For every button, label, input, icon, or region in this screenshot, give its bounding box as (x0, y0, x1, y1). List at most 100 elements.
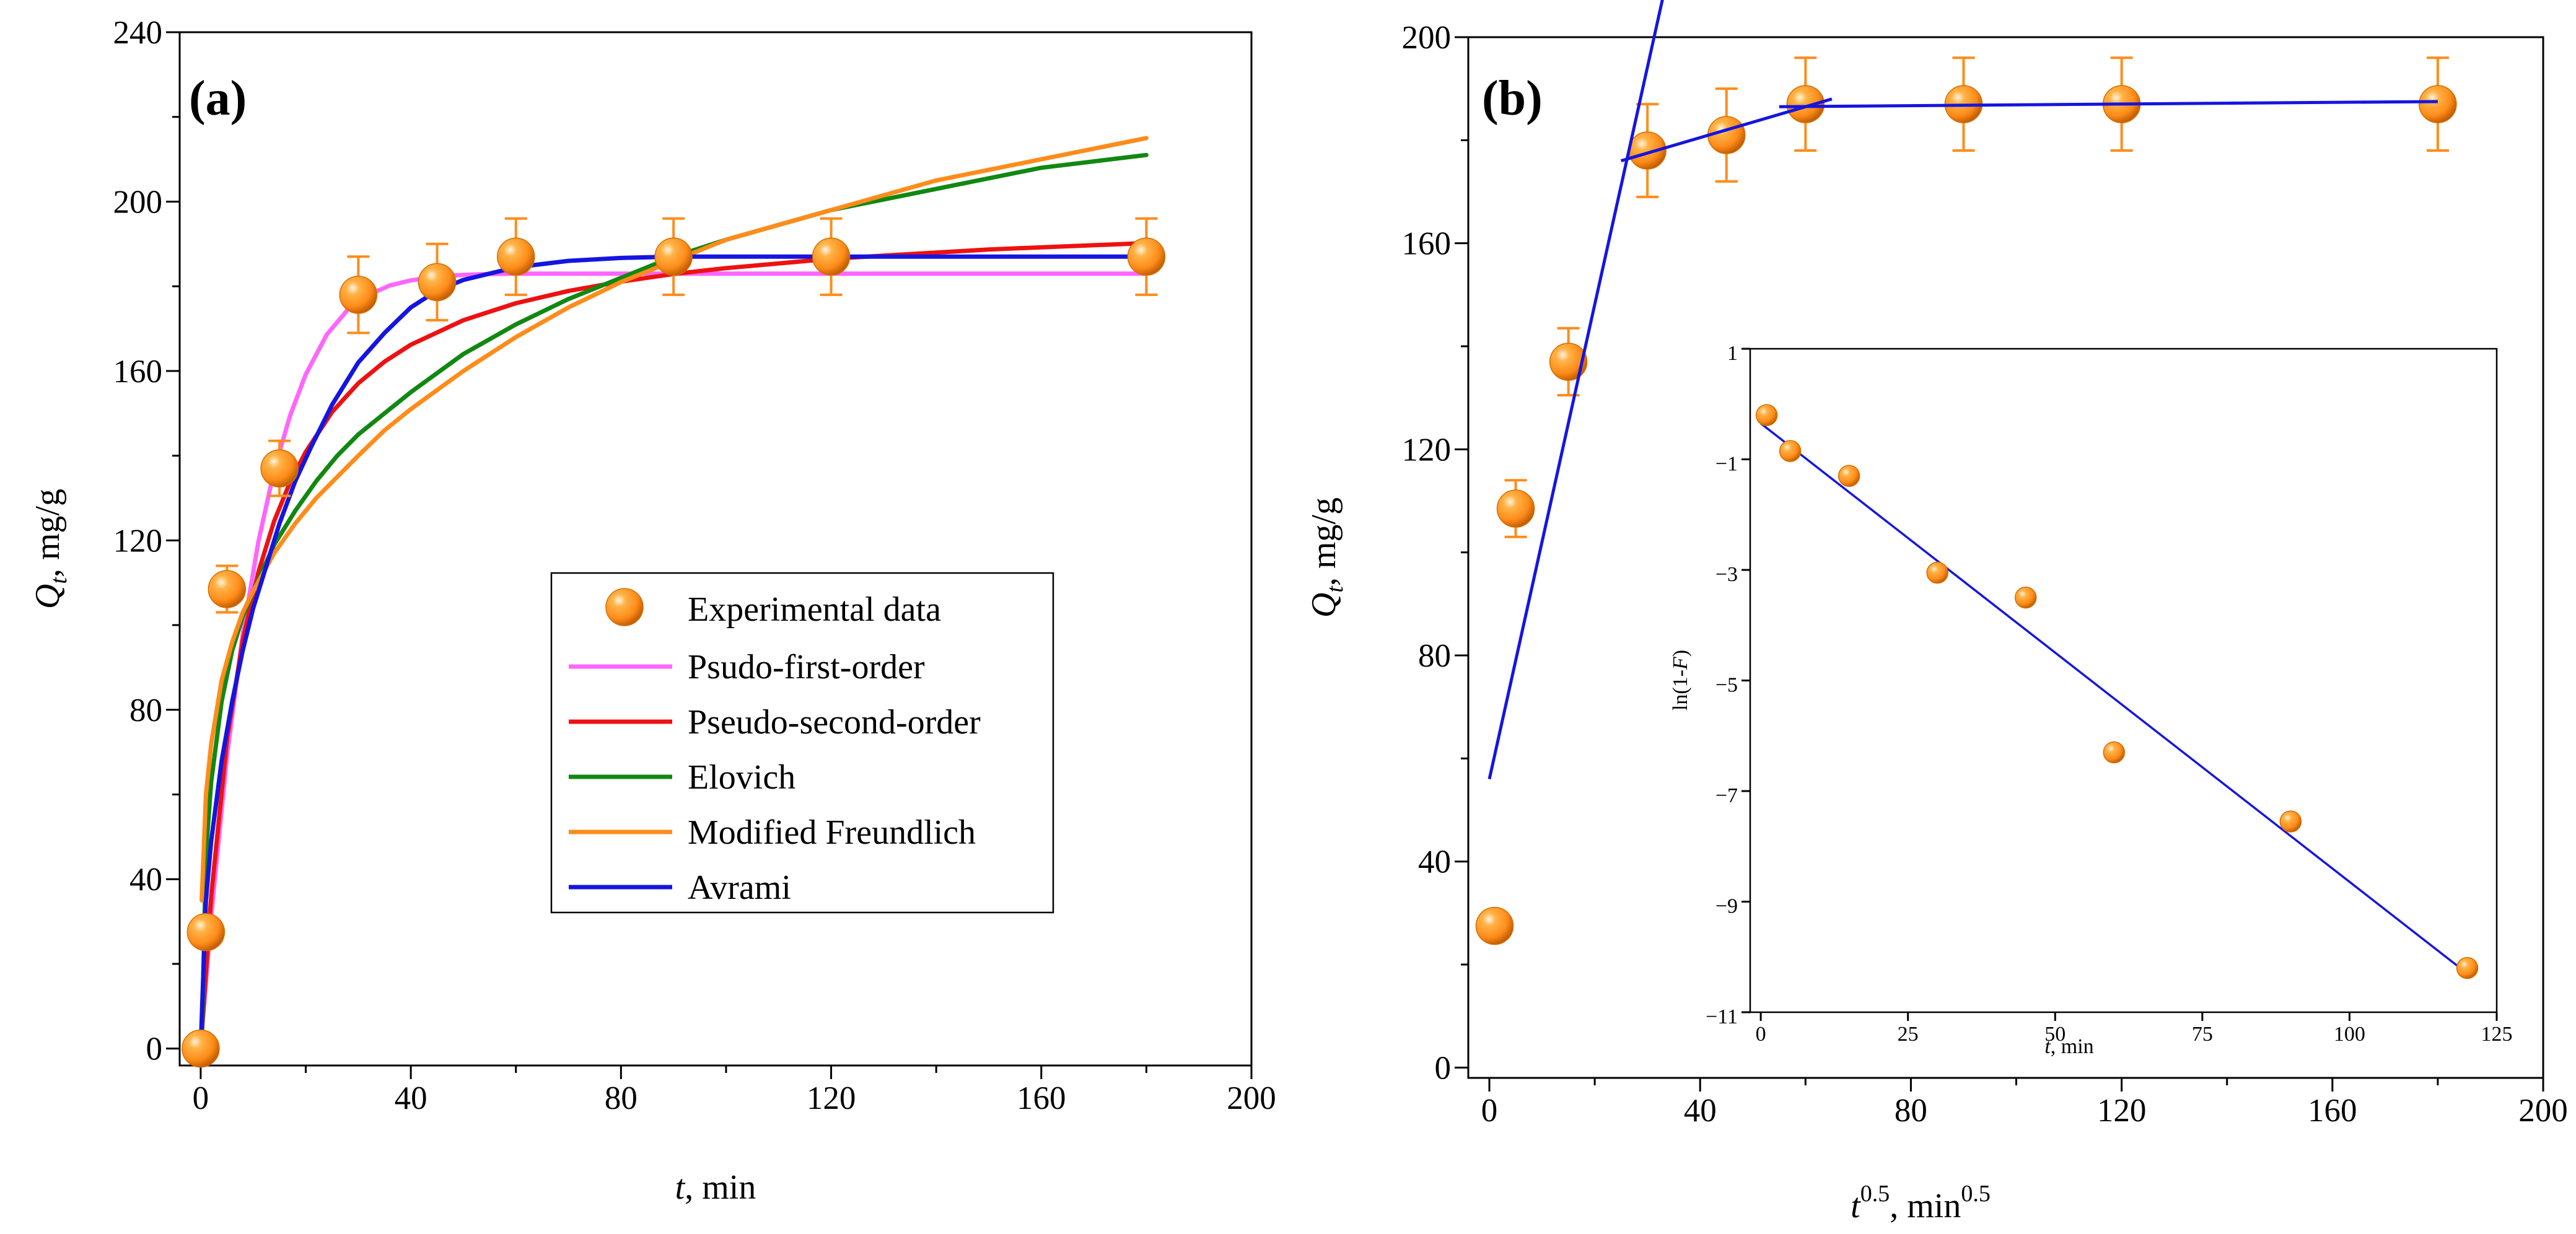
legend-box (550, 572, 1054, 914)
fit-line-segment (1620, 97, 1833, 163)
legend-entry: Avrami (569, 869, 791, 907)
y-tick-label: 0 (1435, 1050, 1452, 1086)
x-tick-label: 200 (2518, 1093, 2568, 1129)
curve-pseudo-second-order (198, 240, 1149, 1051)
x-tick-label: 0 (1756, 1023, 1766, 1046)
experimental-point (812, 237, 851, 276)
y-tick-label: −1 (1715, 453, 1738, 476)
legend-experimental-label: Experimental data (688, 590, 941, 629)
curve-avrami (198, 254, 1149, 1051)
inset-point (2014, 586, 2037, 609)
legend-marker (605, 588, 644, 626)
y-tick-label: 200 (1402, 20, 1452, 56)
y-tick-label: 120 (1402, 432, 1452, 468)
inset-y-ticks: −11−9−7−5−3−11 (1706, 342, 1750, 1028)
experimental-point (654, 237, 693, 276)
inset-y-axis-label: ln(1-F) (1669, 650, 1692, 711)
x-tick-label: 40 (395, 1080, 427, 1116)
experimental-point (1127, 237, 1166, 276)
panel-a-legend: Experimental data Psudo-first-order Pseud… (550, 572, 1054, 914)
x-tick-label: 50 (2044, 1023, 2066, 1046)
panel-a-chart: 0 40 80 120 160 200 0 40 80 120 160 200 240 (a) Exp… (28, 15, 1276, 1207)
legend-experimental-marker (605, 588, 644, 626)
x-tick-label: 0 (1481, 1093, 1498, 1129)
x-tick-label: 100 (2334, 1023, 2365, 1046)
panel-b-fit-lines (1487, 0, 2438, 780)
inset-point (1779, 440, 1802, 462)
fit-line-segment (1487, 0, 1664, 780)
x-tick-label: 160 (2308, 1093, 2357, 1129)
y-tick-label: 200 (113, 184, 163, 220)
x-tick-label: 80 (605, 1080, 637, 1116)
y-tick-label: 1 (1727, 342, 1738, 365)
y-tick-label: −7 (1715, 784, 1738, 807)
x-tick-label: 80 (1895, 1093, 1927, 1129)
panel-a-experimental-points (182, 237, 1166, 1068)
x-tick-label: 125 (2481, 1023, 2513, 1046)
inset-plot-frame (1749, 348, 2498, 1013)
y-tick-label: −5 (1715, 674, 1738, 697)
panel-a-plot-frame (178, 31, 1253, 1067)
experimental-point (1786, 85, 1825, 123)
inset-point (2279, 810, 2302, 833)
experimental-point (208, 570, 247, 608)
legend-entry-label: Modified Freundlich (688, 813, 976, 852)
panel-a-x-ticks: 0 40 80 120 160 200 (193, 1066, 1276, 1116)
legend-entry-label: Pseudo-second-order (688, 703, 981, 742)
inset-points (1755, 404, 2479, 979)
fit-line-segment (1779, 100, 2438, 108)
inset-point (1926, 561, 1948, 584)
legend-entry: Modified Freundlich (569, 813, 976, 852)
inset-x-axis-label: t, min (2044, 1035, 2093, 1058)
panel-a-label: (a) (189, 71, 247, 126)
legend-entry-label: Elovich (688, 758, 795, 797)
experimental-point (182, 1029, 220, 1068)
inset-x-ticks: 0 25 50 75 100 125 (1756, 1012, 2513, 1046)
y-tick-label: 120 (113, 523, 163, 559)
panel-b-y-ticks: 0 40 80 120 160 200 (1402, 20, 1468, 1086)
y-tick-label: −11 (1706, 1005, 1738, 1028)
inset-point (2103, 741, 2126, 764)
y-tick-label: −3 (1715, 563, 1738, 586)
x-tick-label: 160 (1017, 1080, 1066, 1116)
panel-b-plot-frame (1467, 36, 2544, 1079)
inset-fit-line (1760, 422, 2468, 974)
legend-entry-label: Psudo-first-order (688, 648, 925, 686)
x-tick-label: 120 (807, 1080, 856, 1116)
x-tick-label: 120 (2097, 1093, 2147, 1129)
experimental-point (418, 263, 457, 302)
experimental-point (339, 276, 378, 314)
experimental-point (186, 912, 226, 952)
panel-b-y-axis-label: Qt, mg/g (1305, 497, 1348, 618)
panel-a-y-ticks: 0 40 80 120 160 200 240 (113, 15, 180, 1067)
experimental-point (260, 449, 299, 488)
panel-b-x-ticks: 0 40 80 120 160 200 (1481, 1078, 2568, 1129)
inset-point (1755, 404, 1778, 426)
curve-modified-freundlich (199, 136, 1149, 903)
panel-a-fit-curves (198, 136, 1149, 1051)
y-tick-label: −9 (1715, 895, 1738, 918)
inset-point (2456, 956, 2479, 979)
inset-fit-line-segment (1760, 422, 2468, 974)
y-tick-label: 40 (1418, 844, 1451, 880)
panel-b-x-axis-label: t0.5, min0.5 (1851, 1181, 1991, 1225)
legend-entry: Elovich (569, 758, 795, 797)
panel-a-y-axis-label: Qt, mg/g (28, 489, 72, 609)
y-tick-label: 80 (1418, 638, 1451, 674)
y-tick-label: 240 (113, 15, 163, 51)
experimental-point (1496, 489, 1535, 528)
experimental-point (1549, 343, 1588, 381)
x-tick-label: 0 (193, 1080, 209, 1116)
x-tick-label: 200 (1227, 1080, 1276, 1116)
y-tick-label: 80 (129, 693, 162, 729)
panel-a-x-axis-label: t, min (675, 1168, 756, 1207)
y-tick-label: 40 (129, 862, 162, 898)
y-tick-label: 160 (113, 354, 163, 390)
legend-entries: Psudo-first-order Pseudo-second-order Elov… (569, 648, 981, 907)
x-tick-label: 75 (2192, 1023, 2213, 1046)
panel-b-inset-chart: 0 25 50 75 100 125 −11−9−7−5−3−11 t, min ln(1… (1669, 342, 2513, 1058)
experimental-point (496, 237, 535, 276)
y-tick-label: 0 (146, 1031, 163, 1067)
panel-b-chart: 0 40 80 120 160 200 0 40 80 120 160 200 (b) t0.5, … (1305, 0, 2568, 1225)
